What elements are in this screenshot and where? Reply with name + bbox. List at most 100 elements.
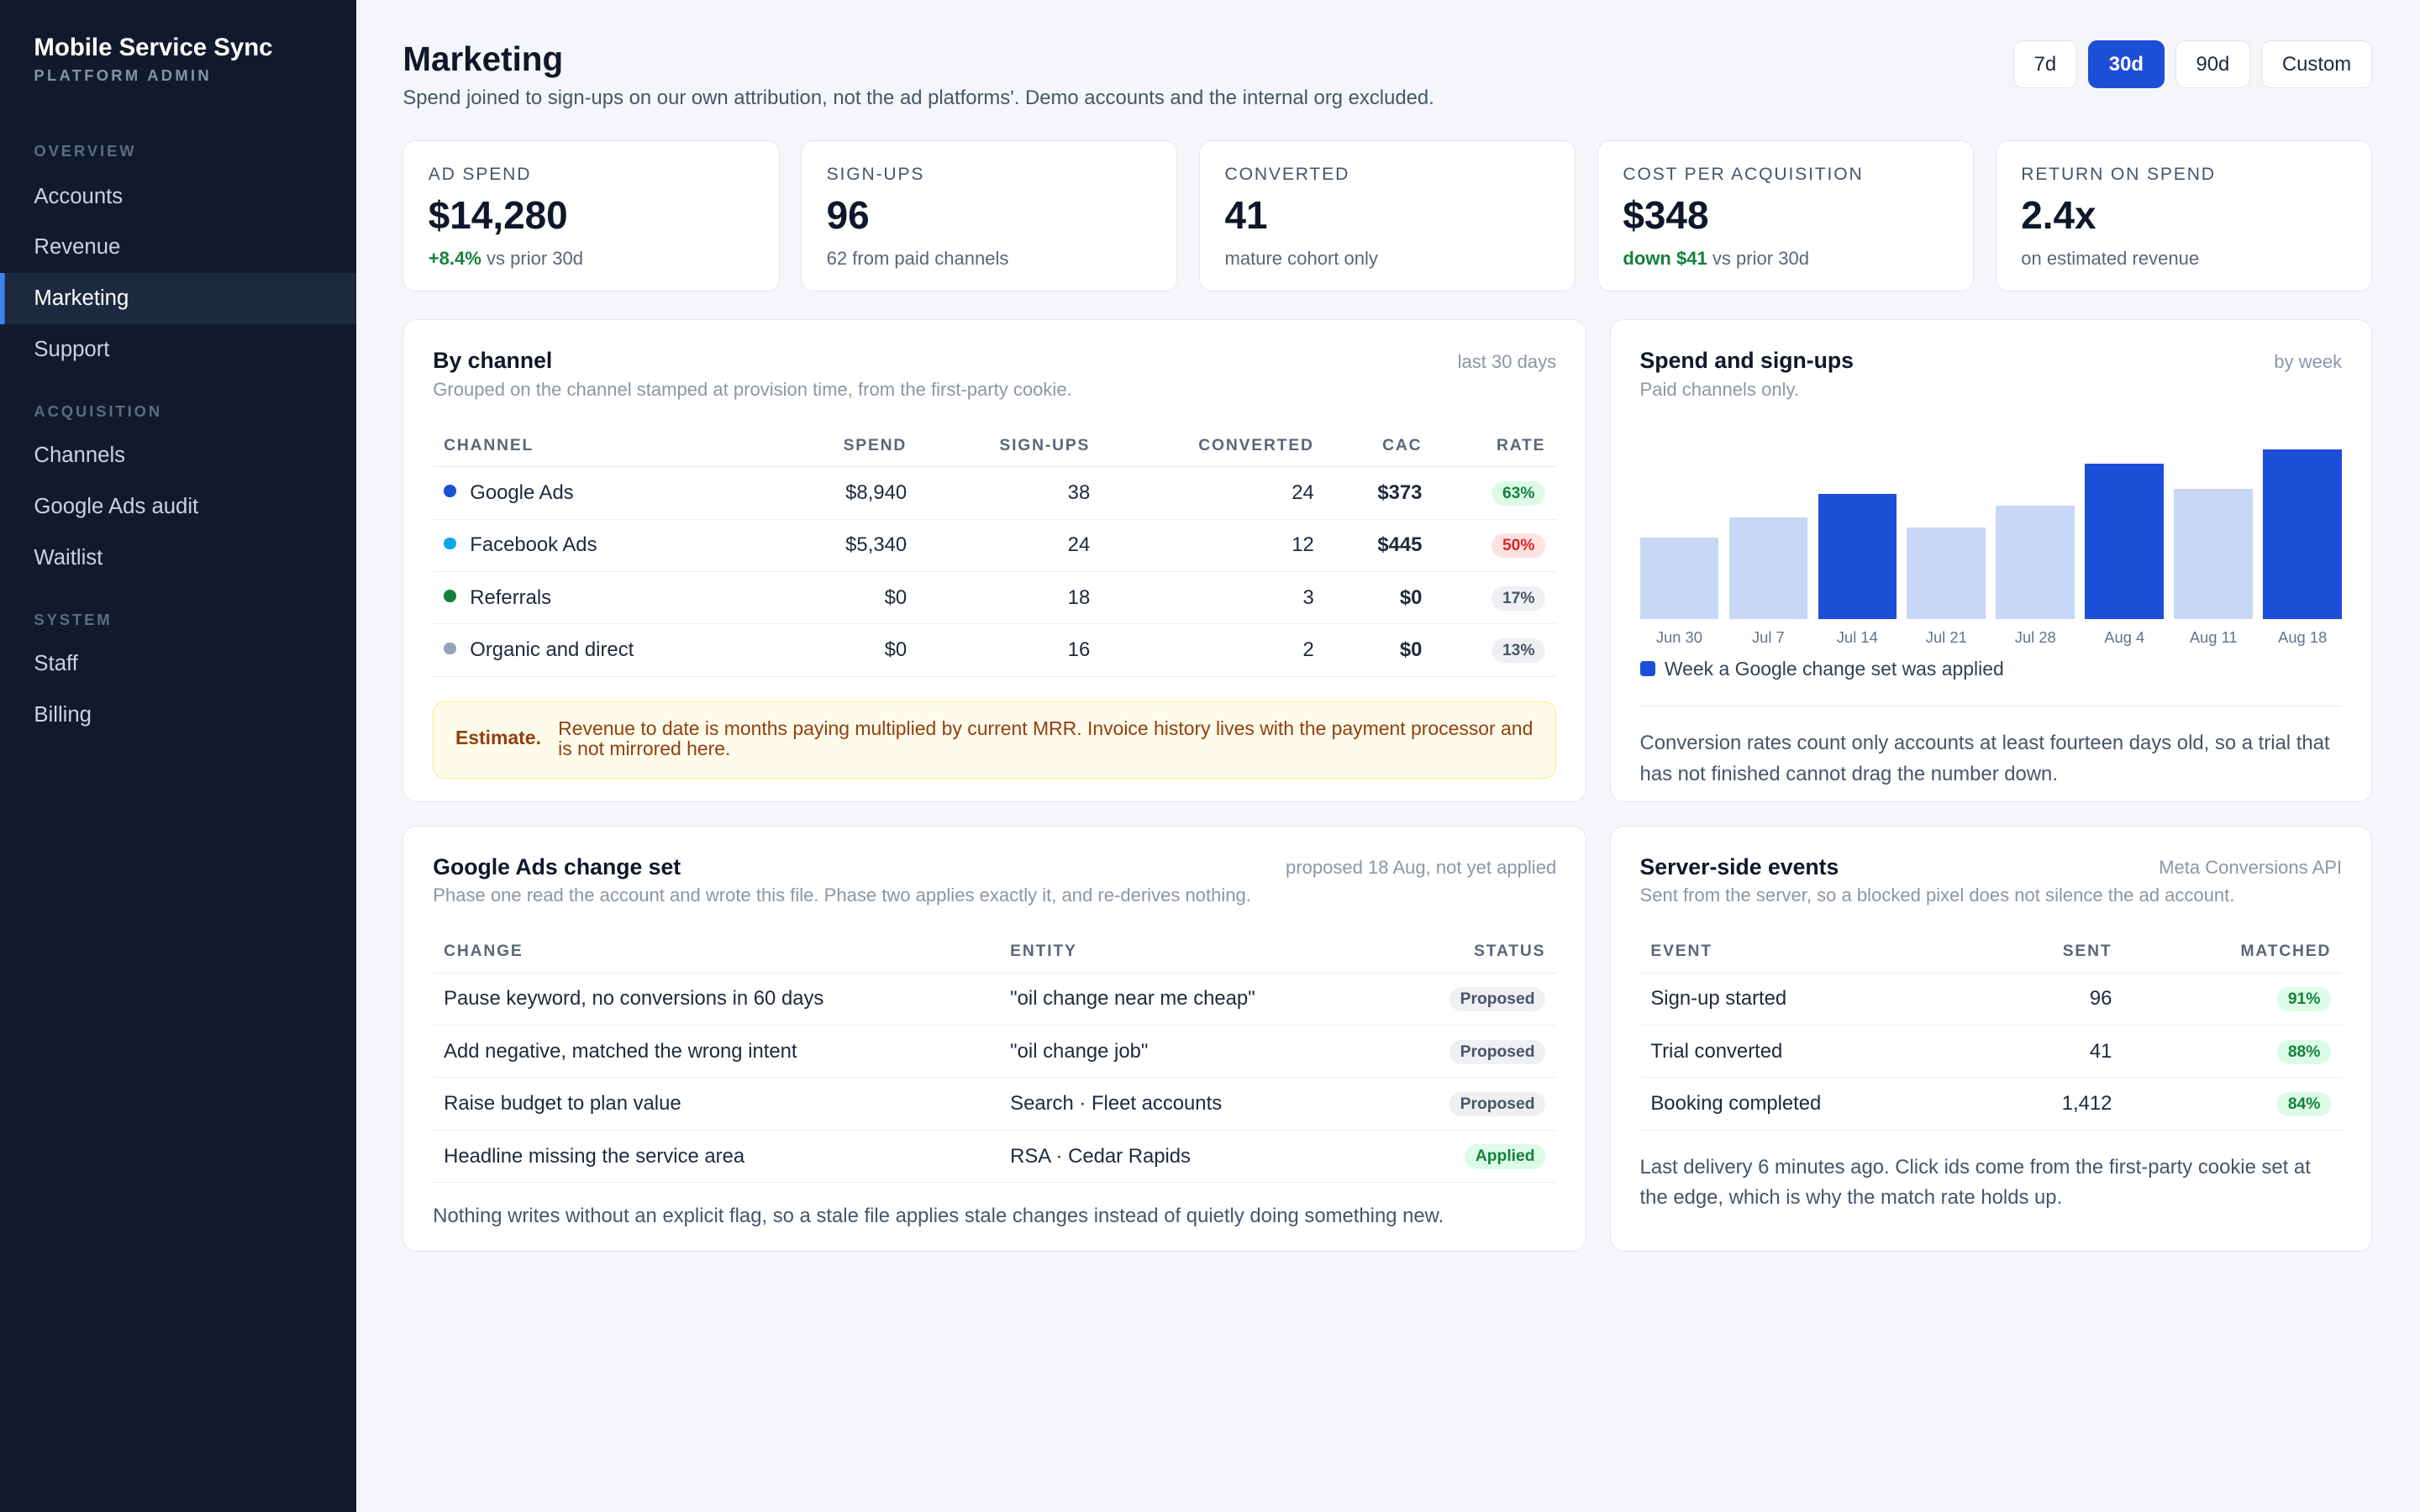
- table-row[interactable]: Headline missing the service area RSA · …: [433, 1130, 1557, 1184]
- table-row[interactable]: Raise budget to plan value Search · Flee…: [433, 1077, 1557, 1131]
- channel-table: CHANNEL SPEND SIGN-UPS CONVERTED CAC RAT…: [433, 425, 1557, 677]
- chart-bar[interactable]: [2263, 449, 2343, 620]
- sidebar-item-billing[interactable]: Billing: [34, 702, 92, 727]
- sidebar-item-marketing[interactable]: Marketing: [0, 273, 357, 324]
- sidebar-item-google-ads-audit[interactable]: Google Ads audit: [34, 494, 199, 518]
- range-30d-button[interactable]: 30d: [2087, 39, 2165, 88]
- table-row[interactable]: Organic and direct $0 16 2 $0 13%: [433, 623, 1557, 677]
- chart-legend: Week a Google change set was applied: [1639, 657, 2343, 681]
- x-axis-label: Jul 7: [1751, 628, 1785, 647]
- chart-bar[interactable]: [1996, 506, 2075, 620]
- change-cell: Pause keyword, no conversions in 60 days: [433, 973, 1000, 1026]
- status-badge: Applied: [1465, 1144, 1546, 1169]
- card-subtitle: Paid channels only.: [1639, 378, 1799, 400]
- entity-cell: "oil change job": [999, 1025, 1386, 1079]
- kpi-label: SIGN-UPS: [826, 164, 925, 184]
- chart-bar[interactable]: [2085, 463, 2165, 620]
- range-90d-button[interactable]: 90d: [2175, 39, 2251, 88]
- kpi-delta: +8.4%: [428, 247, 481, 269]
- chart-bar[interactable]: [1818, 493, 1897, 620]
- column-header: EVENT: [1639, 931, 1991, 974]
- status-badge: Proposed: [1449, 1091, 1546, 1117]
- kpi-value: 96: [826, 193, 870, 238]
- table-row[interactable]: Google Ads $8,940 38 24 $373 63%: [433, 466, 1557, 520]
- range-custom-button[interactable]: Custom: [2261, 39, 2372, 88]
- entity-cell: Search · Fleet accounts: [999, 1077, 1386, 1131]
- table-row[interactable]: Referrals $0 18 3 $0 17%: [433, 571, 1557, 625]
- sidebar-item-revenue[interactable]: Revenue: [34, 235, 121, 260]
- kpi-ad-spend: AD SPEND $14,280 +8.4% vs prior 30d: [402, 140, 780, 292]
- cac-cell: $0: [1324, 623, 1434, 677]
- spend-cell: $5,340: [778, 519, 918, 572]
- column-header: RATE: [1433, 425, 1557, 468]
- matched-cell: 88%: [2123, 1025, 2343, 1079]
- chart-bar[interactable]: [2174, 488, 2254, 620]
- nav-section-overview: OVERVIEW: [34, 142, 137, 160]
- status-cell: Proposed: [1385, 973, 1557, 1026]
- page-title: Marketing: [402, 39, 564, 78]
- table-row[interactable]: Facebook Ads $5,340 24 12 $445 50%: [433, 519, 1557, 572]
- card-subtitle: Grouped on the channel stamped at provis…: [433, 378, 1072, 400]
- app-name: Mobile Service Sync: [34, 34, 273, 62]
- column-header: CHANGE: [433, 931, 1000, 974]
- change-cell: Raise budget to plan value: [433, 1077, 1000, 1131]
- rate-badge: 63%: [1491, 480, 1546, 507]
- column-header: SPEND: [778, 425, 918, 468]
- column-header: STATUS: [1385, 931, 1557, 974]
- table-row[interactable]: Add negative, matched the wrong intent "…: [433, 1025, 1557, 1079]
- kpi-value: 41: [1224, 193, 1268, 238]
- column-header: CHANNEL: [433, 425, 779, 468]
- sidebar-item-waitlist[interactable]: Waitlist: [34, 545, 103, 570]
- channel-name: Referrals: [470, 585, 552, 609]
- card-meta: Meta Conversions API: [2159, 857, 2343, 879]
- x-axis-label: Aug 4: [2104, 628, 2145, 647]
- date-range-selector: 7d 30d 90d Custom: [2012, 39, 2372, 88]
- table-row[interactable]: Booking completed 1,412 84%: [1639, 1077, 2343, 1131]
- kpi-note: 62 from paid channels: [826, 247, 1009, 269]
- table-row[interactable]: Sign-up started 96 91%: [1639, 973, 2343, 1026]
- kpi-note: on estimated revenue: [2021, 247, 2200, 269]
- change-set-table: CHANGE ENTITY STATUS Pause keyword, no c…: [433, 931, 1557, 1184]
- kpi-value: $14,280: [428, 193, 568, 238]
- status-cell: Applied: [1385, 1130, 1557, 1184]
- estimate-callout: Estimate. Revenue to date is months payi…: [433, 701, 1557, 780]
- page-header: Marketing Spend joined to sign-ups on ou…: [402, 0, 2372, 140]
- matched-cell: 91%: [2123, 973, 2343, 1026]
- kpi-sign-ups: SIGN-UPS 96 62 from paid channels: [801, 140, 1178, 292]
- card-meta: last 30 days: [1457, 350, 1557, 372]
- rate-cell: 50%: [1433, 519, 1557, 572]
- converted-cell: 12: [1101, 519, 1325, 572]
- server-events-card: Server-side events Sent from the server,…: [1609, 825, 2372, 1252]
- event-cell: Booking completed: [1639, 1077, 1991, 1131]
- weekly-bar-chart: Jun 30 Jul 7 Jul 14 Jul 21 Jul 28 Aug 4 Aug 11…: [1639, 419, 2343, 646]
- change-set-footer: Nothing writes without an explicit flag,…: [433, 1205, 1444, 1228]
- channel-color-dot: [444, 590, 456, 602]
- rate-cell: 63%: [1433, 466, 1557, 520]
- sent-cell: 96: [1991, 973, 2123, 1026]
- rate-cell: 13%: [1433, 623, 1557, 677]
- range-7d-button[interactable]: 7d: [2012, 39, 2078, 88]
- converted-cell: 2: [1101, 623, 1325, 677]
- event-cell: Sign-up started: [1639, 973, 1991, 1026]
- chart-bar[interactable]: [1728, 517, 1808, 620]
- sidebar-item-channels[interactable]: Channels: [34, 444, 126, 468]
- x-axis-label: Jul 21: [1925, 628, 1967, 647]
- spend-cell: $8,940: [778, 466, 918, 520]
- sidebar-item-staff[interactable]: Staff: [34, 652, 78, 676]
- table-row[interactable]: Trial converted 41 88%: [1639, 1025, 2343, 1079]
- sent-cell: 1,412: [1991, 1077, 2123, 1131]
- chart-bar[interactable]: [1639, 538, 1719, 620]
- table-header-row: CHANNEL SPEND SIGN-UPS CONVERTED CAC RAT…: [433, 425, 1557, 468]
- sidebar-item-accounts[interactable]: Accounts: [34, 184, 124, 208]
- card-meta: proposed 18 Aug, not yet applied: [1286, 857, 1557, 879]
- x-axis-label: Aug 18: [2278, 628, 2328, 647]
- card-title: Spend and sign-ups: [1639, 348, 1854, 374]
- kpi-note-text: vs prior 30d: [1707, 247, 1809, 269]
- status-cell: Proposed: [1385, 1077, 1557, 1131]
- matched-badge: 88%: [2277, 1039, 2332, 1064]
- x-axis-label: Jul 28: [2014, 628, 2056, 647]
- kpi-return-on-spend: RETURN ON SPEND 2.4x on estimated revenu…: [1995, 140, 2373, 292]
- sidebar-item-support[interactable]: Support: [34, 337, 110, 361]
- table-row[interactable]: Pause keyword, no conversions in 60 days…: [433, 973, 1557, 1026]
- chart-bar[interactable]: [1907, 528, 1986, 620]
